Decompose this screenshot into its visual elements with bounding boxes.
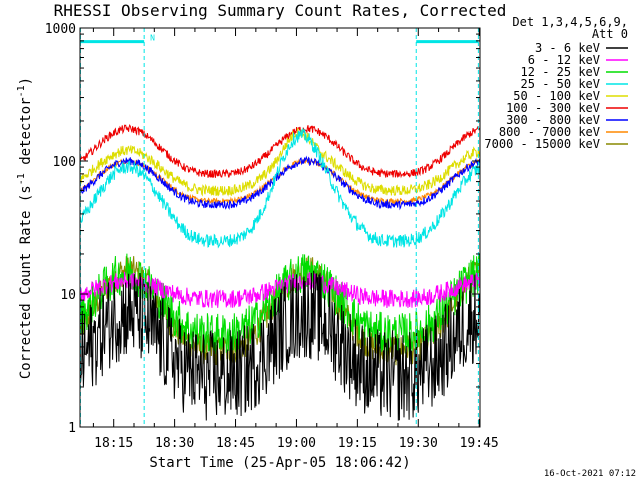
footer-timestamp: 16-Oct-2021 07:12 (544, 469, 636, 479)
y-label-part-1: Corrected Count Rate (s (18, 185, 34, 379)
plot-frame (79, 27, 481, 428)
axis-layer: 1 10 100 1000 18:15 18:30 18:45 19:00 19:15 19:30… (45, 22, 499, 451)
x-tick-label-1: 18:30 (155, 436, 194, 451)
legend-label-7: 800 - 7000 keV (499, 125, 600, 139)
legend-label-4: 50 - 100 keV (513, 89, 600, 103)
y-label-exponent-1: -1 (16, 173, 27, 185)
x-tick-label-3: 19:00 (277, 436, 316, 451)
legend-label-6: 300 - 800 keV (506, 113, 600, 127)
series-line-5 (79, 123, 481, 179)
series-line-1 (79, 271, 481, 309)
series-line-3 (79, 127, 481, 249)
legend-label-2: 12 - 25 keV (521, 65, 600, 79)
series-line-4 (79, 127, 481, 197)
legend-label-1: 6 - 12 keV (528, 53, 600, 67)
y-tick-label-0: 1 (68, 421, 76, 436)
y-label-exponent-2: -1 (16, 85, 27, 97)
night-flag-label: N (150, 34, 155, 43)
y-label-part-3: ) (18, 77, 34, 85)
y-tick-label-3: 1000 (45, 22, 76, 37)
x-tick-label-2: 18:45 (216, 436, 255, 451)
x-tick-label-5: 19:30 (399, 436, 438, 451)
series-line-0 (79, 270, 481, 421)
legend-label-8: 7000 - 15000 keV (484, 137, 600, 151)
y-tick-label-1: 10 (60, 288, 76, 303)
chart-title: RHESSI Observing Summary Count Rates, Co… (54, 1, 507, 20)
legend-label-5: 100 - 300 keV (506, 101, 600, 115)
x-axis-label: Start Time (25-Apr-05 18:06:42) (149, 455, 410, 471)
legend-label-3: 25 - 50 keV (521, 77, 600, 91)
legend-label-0: 3 - 6 keV (535, 41, 600, 55)
legend-header-detectors: Det 1,3,4,5,6,9, (512, 15, 628, 29)
x-tick-label-6: 19:45 (460, 436, 499, 451)
y-tick-label-2: 100 (53, 155, 76, 170)
x-tick-label-0: 18:15 (94, 436, 133, 451)
y-axis-label: Corrected Count Rate (s-1 detector-1) (16, 77, 34, 379)
x-tick-label-4: 19:15 (338, 436, 377, 451)
series-line-6 (80, 155, 481, 211)
series-layer (79, 123, 481, 421)
legend-header-attenuator: Att 0 (592, 27, 628, 41)
y-label-part-2: detector (18, 97, 34, 173)
